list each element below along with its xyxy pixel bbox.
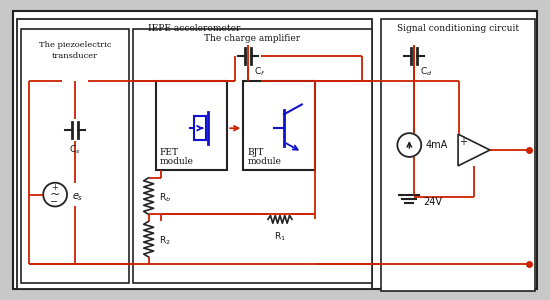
Bar bbox=[21, 29, 129, 283]
Text: IEPE accelerometer: IEPE accelerometer bbox=[148, 24, 240, 33]
Text: BJT: BJT bbox=[247, 148, 263, 157]
Text: C$_s$: C$_s$ bbox=[69, 143, 81, 156]
Text: +: + bbox=[51, 183, 58, 192]
Text: transducer: transducer bbox=[52, 52, 98, 60]
Text: R$_1$: R$_1$ bbox=[274, 230, 286, 243]
Text: C$_f$: C$_f$ bbox=[254, 66, 266, 78]
Text: R$_b$: R$_b$ bbox=[158, 192, 170, 204]
Text: R$_2$: R$_2$ bbox=[158, 235, 170, 247]
Text: module: module bbox=[247, 157, 281, 166]
Bar bbox=[243, 81, 315, 170]
Text: $e_s$: $e_s$ bbox=[72, 192, 84, 203]
Bar bbox=[133, 29, 371, 283]
Bar bbox=[156, 81, 227, 170]
Text: 24V: 24V bbox=[424, 196, 442, 207]
Text: The piezoelectric: The piezoelectric bbox=[39, 41, 111, 49]
Bar bbox=[17, 19, 371, 289]
Bar bbox=[382, 19, 535, 291]
Text: The charge amplifier: The charge amplifier bbox=[204, 34, 300, 43]
Text: Signal conditioning circuit: Signal conditioning circuit bbox=[397, 24, 519, 33]
Text: −: − bbox=[50, 196, 58, 206]
Text: module: module bbox=[160, 157, 194, 166]
Text: +: + bbox=[459, 137, 467, 147]
Text: 4mA: 4mA bbox=[425, 140, 448, 150]
Text: ~: ~ bbox=[50, 188, 60, 201]
Text: C$_d$: C$_d$ bbox=[420, 66, 433, 78]
Text: FET: FET bbox=[160, 148, 179, 157]
